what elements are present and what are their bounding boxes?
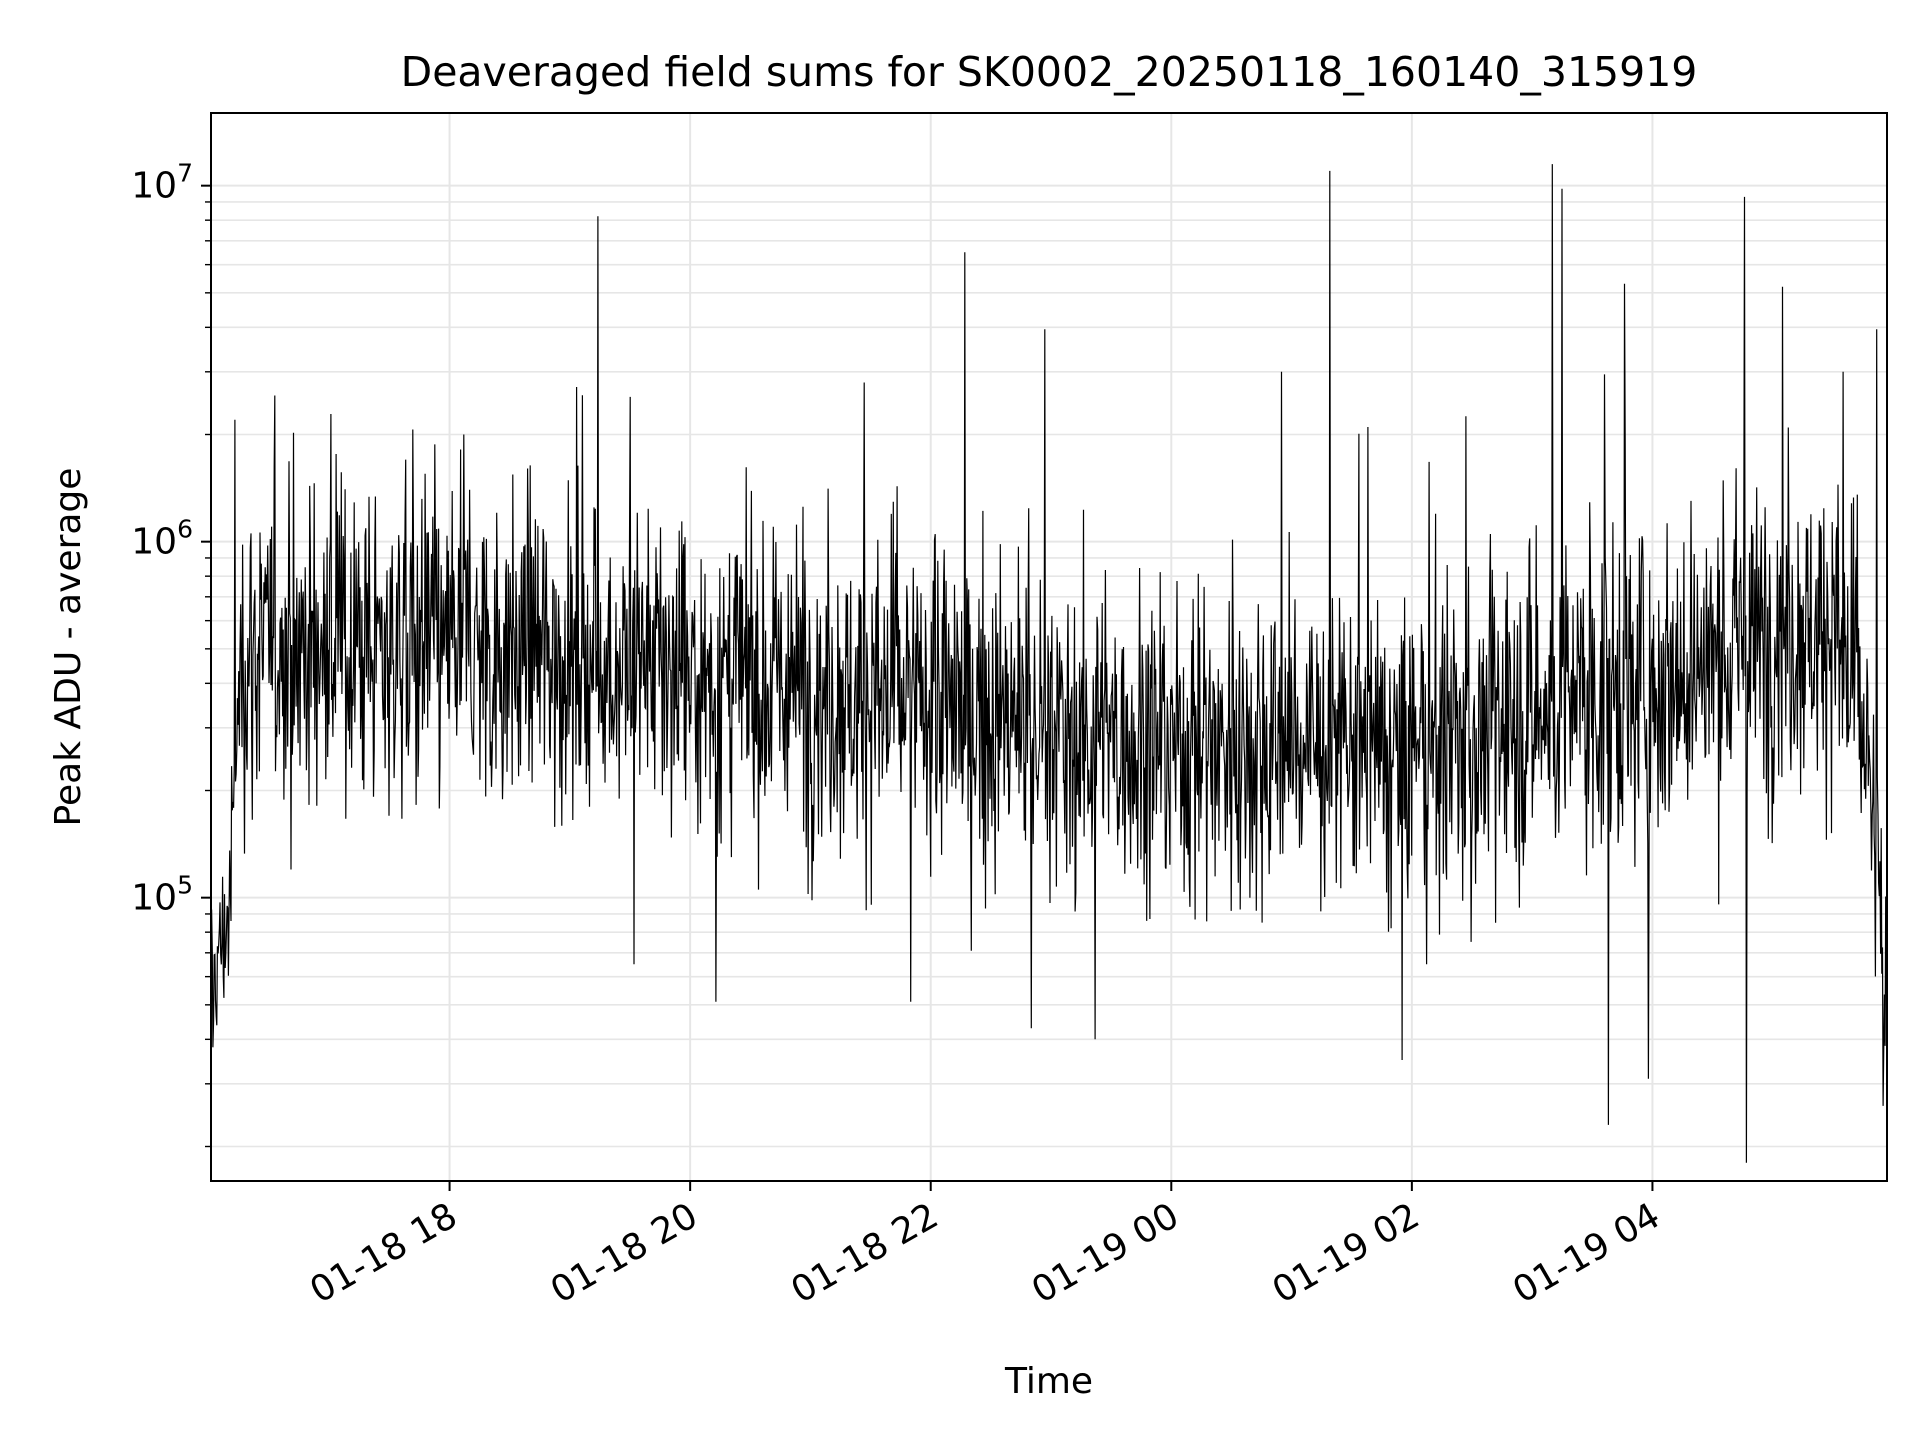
- y-axis-label: Peak ADU - average: [48, 468, 89, 827]
- y-tick-label: 107: [131, 159, 193, 207]
- series-line: [210, 164, 1888, 1163]
- y-axis: 105 106 107: [131, 159, 211, 1148]
- y-tick-label: 105: [131, 871, 193, 919]
- plot-frame: [210, 112, 1888, 1182]
- series-layer: [210, 164, 1888, 1163]
- y-tick-label: 106: [131, 515, 193, 563]
- chart-title: Deaveraged field sums for SK0002_2025011…: [401, 48, 1698, 96]
- x-axis-label: Time: [1004, 1361, 1093, 1402]
